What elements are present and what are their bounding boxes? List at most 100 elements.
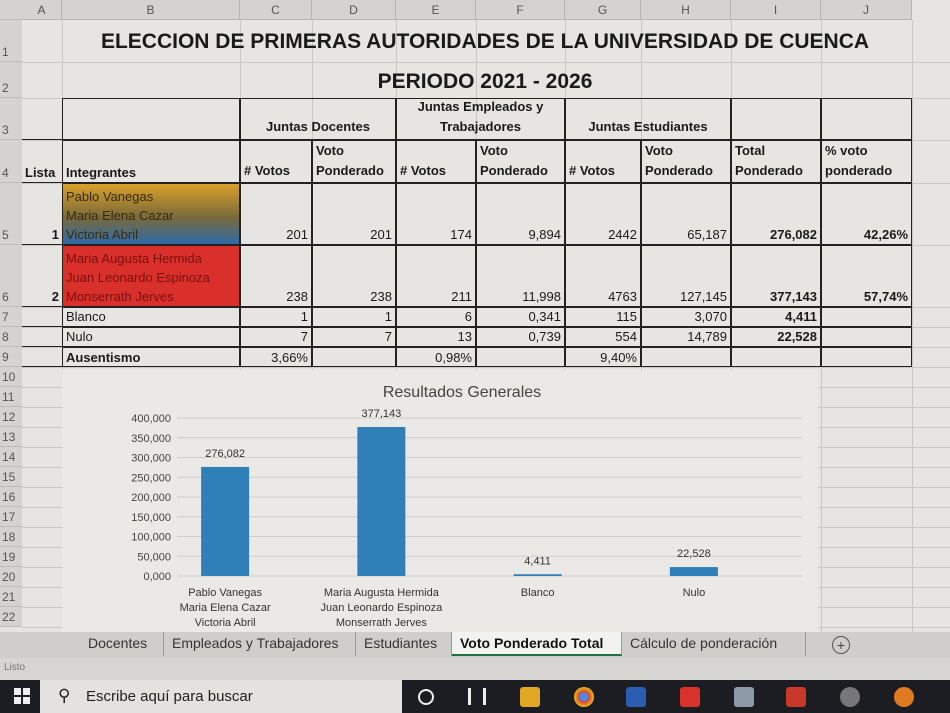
value-cell[interactable]: 4763 <box>565 245 641 307</box>
value-cell[interactable]: 201 <box>312 183 396 245</box>
chart-bar[interactable] <box>201 466 250 576</box>
ausentismo-label[interactable]: Ausentismo <box>62 347 240 367</box>
column-header[interactable]: C <box>240 0 312 20</box>
value-cell[interactable]: 0,739 <box>476 327 565 347</box>
row-header[interactable]: 14 <box>0 447 22 467</box>
chart-bar[interactable] <box>513 574 562 576</box>
taskbar-search-input[interactable]: ⚲ Escribe aquí para buscar <box>40 680 402 713</box>
value-cell[interactable]: 7 <box>312 327 396 347</box>
ausentismo-estudiantes[interactable]: 9,40% <box>565 347 641 367</box>
integrantes-cell[interactable]: Nulo <box>62 327 240 347</box>
app-icon[interactable] <box>734 687 754 707</box>
value-cell[interactable]: 7 <box>240 327 312 347</box>
value-cell[interactable]: 174 <box>396 183 476 245</box>
row-header[interactable]: 22 <box>0 607 22 627</box>
integrantes-header[interactable]: Integrantes <box>62 140 240 183</box>
cortana-icon[interactable] <box>418 689 434 705</box>
sheet-tab[interactable]: Empleados y Trabajadores <box>164 632 356 656</box>
value-cell[interactable]: 238 <box>240 245 312 307</box>
row-header[interactable]: 10 <box>0 367 22 387</box>
value-cell[interactable]: 9,894 <box>476 183 565 245</box>
row-header[interactable]: 13 <box>0 427 22 447</box>
row-header[interactable]: 18 <box>0 527 22 547</box>
lista-number[interactable] <box>22 307 62 327</box>
row-header[interactable]: 7 <box>0 307 22 327</box>
firefox-icon[interactable] <box>894 687 914 707</box>
integrantes-cell[interactable]: Maria Augusta Hermida Juan Leonardo Espin… <box>62 245 240 307</box>
group-header-estudiantes[interactable]: Juntas Estudiantes <box>565 98 731 140</box>
value-cell[interactable]: 0,341 <box>476 307 565 327</box>
empty-cell[interactable] <box>731 98 821 140</box>
row-header[interactable]: 2 <box>0 62 22 98</box>
empty-cell[interactable] <box>821 98 912 140</box>
ausentismo-docentes[interactable]: 3,66% <box>240 347 312 367</box>
row-header[interactable]: 9 <box>0 347 22 367</box>
integrantes-cell[interactable]: Blanco <box>62 307 240 327</box>
row-header[interactable]: 11 <box>0 387 22 407</box>
column-header[interactable]: J <box>821 0 912 20</box>
row-header[interactable]: 4 <box>0 140 22 183</box>
group-header-docentes[interactable]: Juntas Docentes <box>240 98 396 140</box>
column-title-ponderado[interactable]: Voto Ponderado <box>312 140 396 183</box>
value-cell[interactable]: 377,143 <box>731 245 821 307</box>
value-cell[interactable]: 57,74% <box>821 245 912 307</box>
windows-start-icon[interactable] <box>14 688 30 704</box>
value-cell[interactable]: 1 <box>240 307 312 327</box>
sheet-tab[interactable]: Cálculo de ponderación <box>622 632 806 656</box>
lista-number[interactable]: 2 <box>22 245 62 307</box>
sheet-tab[interactable]: Docentes <box>80 632 164 656</box>
row-header[interactable]: 16 <box>0 487 22 507</box>
empty-cell[interactable] <box>22 98 62 140</box>
column-title-votos[interactable]: # Votos <box>240 140 312 183</box>
value-cell[interactable] <box>821 327 912 347</box>
row-header[interactable]: 1 <box>0 20 22 62</box>
column-title-votos[interactable]: # Votos <box>396 140 476 183</box>
integrantes-header-top[interactable] <box>62 98 240 140</box>
chart-bar[interactable] <box>669 567 718 576</box>
value-cell[interactable]: 11,998 <box>476 245 565 307</box>
value-cell[interactable]: 1 <box>312 307 396 327</box>
row-header[interactable]: 15 <box>0 467 22 487</box>
empty-cell[interactable] <box>821 347 912 367</box>
empty-cell[interactable] <box>641 347 731 367</box>
file-explorer-icon[interactable] <box>520 687 540 707</box>
sheet-tab[interactable]: Estudiantes <box>356 632 452 656</box>
value-cell[interactable]: 115 <box>565 307 641 327</box>
column-title-ponderado[interactable]: Voto Ponderado <box>476 140 565 183</box>
column-header[interactable]: F <box>476 0 565 20</box>
row-header[interactable]: 8 <box>0 327 22 347</box>
column-title-total[interactable]: Total Ponderado <box>731 140 821 183</box>
column-header[interactable]: H <box>641 0 731 20</box>
column-header[interactable]: E <box>396 0 476 20</box>
row-header[interactable]: 19 <box>0 547 22 567</box>
row-header[interactable]: 6 <box>0 245 22 307</box>
column-title-votos[interactable]: # Votos <box>565 140 641 183</box>
app-icon[interactable] <box>680 687 700 707</box>
chart-bar[interactable] <box>357 427 406 576</box>
add-sheet-icon[interactable]: + <box>832 636 850 654</box>
row-header[interactable]: 21 <box>0 587 22 607</box>
lista-number[interactable]: 1 <box>22 183 62 245</box>
row-header[interactable]: 5 <box>0 183 22 245</box>
value-cell[interactable]: 42,26% <box>821 183 912 245</box>
column-title-ponderado[interactable]: Voto Ponderado <box>641 140 731 183</box>
value-cell[interactable]: 65,187 <box>641 183 731 245</box>
value-cell[interactable]: 201 <box>240 183 312 245</box>
lista-header[interactable]: Lista <box>22 140 62 183</box>
value-cell[interactable]: 4,411 <box>731 307 821 327</box>
lista-number[interactable] <box>22 327 62 347</box>
integrantes-cell[interactable]: Pablo Vanegas Maria Elena Cazar Victoria A… <box>62 183 240 245</box>
row-header[interactable]: 12 <box>0 407 22 427</box>
value-cell[interactable]: 238 <box>312 245 396 307</box>
results-chart[interactable]: Resultados Generales 0,000 50,000 100,000 15… <box>62 370 818 632</box>
chart-area[interactable] <box>62 370 818 632</box>
value-cell[interactable]: 13 <box>396 327 476 347</box>
value-cell[interactable]: 127,145 <box>641 245 731 307</box>
task-view-icon[interactable] <box>468 688 486 705</box>
app-icon[interactable] <box>840 687 860 707</box>
empty-cell[interactable] <box>476 347 565 367</box>
row-header[interactable]: 17 <box>0 507 22 527</box>
group-header-empleados[interactable]: Juntas Empleados y Trabajadores <box>396 98 565 140</box>
column-header[interactable]: D <box>312 0 396 20</box>
column-header[interactable]: G <box>565 0 641 20</box>
